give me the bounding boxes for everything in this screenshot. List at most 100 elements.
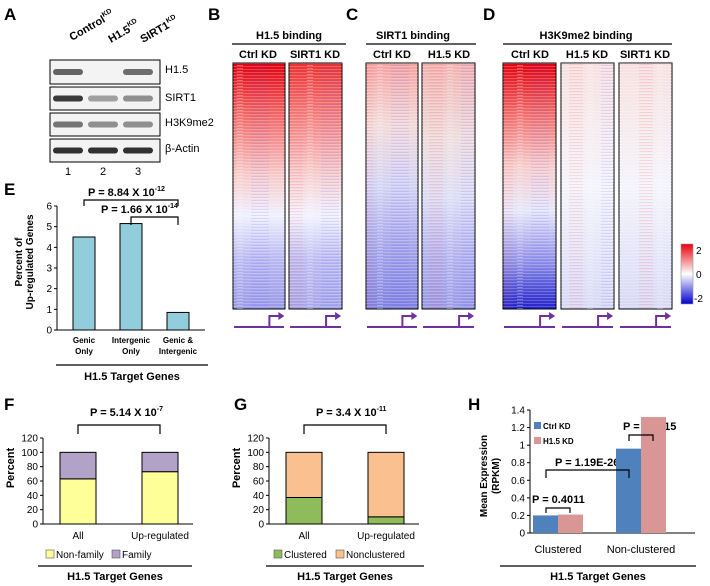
colorbar-tick-mid: 0 (696, 270, 702, 281)
bar-clustered-1 (285, 496, 323, 525)
heatmap-d-h15-texture (561, 63, 614, 309)
panel-letter-d: D (483, 5, 495, 24)
tss-arrow-stem (458, 315, 470, 327)
chart-g-xlabel: H1.5 Target Genes (297, 571, 393, 583)
legend-label-ctrl: Ctrl KD (543, 422, 571, 431)
bar-e-3 (166, 311, 190, 331)
x-tick-label: Up-regulated (357, 531, 415, 542)
bracket (303, 424, 387, 434)
y-tick-label: 120 (21, 434, 38, 445)
chart-f-plot: 0 20 40 60 80 100 120 All Up-regulated (21, 424, 193, 542)
y-tick-label: 20 (253, 505, 265, 516)
chart-g-plot: 0 20 40 60 80 100 120 All Up-regulated (247, 424, 419, 542)
lane-label-sirt1: SIRT1KD (138, 14, 180, 46)
heatmap-d-sirt1-texture (619, 63, 672, 309)
legend-swatch-family (111, 549, 121, 559)
chart-h-ylabel-1: Mean Expression (479, 435, 490, 517)
heatmap-c-title: SIRT1 binding (376, 30, 450, 42)
y-tick-label: 60 (27, 477, 39, 488)
lane-number-2: 2 (100, 166, 106, 178)
bar-clustered-2 (367, 516, 405, 525)
panel-letter-g: G (234, 395, 247, 414)
tss-arrow-stem (655, 315, 667, 327)
legend-label-clustered: Clustered (284, 550, 327, 561)
y-tick-label: 2 (46, 284, 52, 295)
legend-swatch-h15 (534, 437, 541, 444)
colorbar-tick-low: -2 (694, 294, 703, 305)
chart-g-ylabel: Percent (231, 447, 243, 488)
y-tick-label: 1.2 (511, 423, 525, 434)
blot-band (88, 121, 118, 128)
heatmap-c-col-2: H1.5 KD (428, 49, 470, 61)
y-tick-label: 40 (27, 491, 39, 502)
chart-e-ylabel-1: Percent of (14, 237, 25, 287)
heatmap-d: H3K9me2 binding Ctrl KD H1.5 KD SIRT1 KD (502, 30, 673, 310)
y-tick-label: 1 (519, 441, 525, 452)
heatmap-d-ctrl-texture (503, 63, 556, 309)
legend-label-family: Family (122, 550, 151, 561)
y-tick-label: 80 (27, 462, 39, 473)
band-label-h15: H1.5 (165, 64, 188, 76)
lane-number-1: 1 (65, 166, 71, 178)
heatmap-b-ctrl-texture (233, 63, 285, 309)
y-tick-label: 0 (519, 529, 525, 540)
chart-h-ylabel-2: (RPKM) (491, 458, 502, 494)
heatmap-b-col-2: SIRT1 KD (290, 49, 340, 61)
tss-arrows (234, 312, 672, 328)
y-tick-label: 6 (46, 202, 52, 213)
x-tick-label-e: Only (122, 347, 140, 356)
x-tick-label-e: Intergenic (112, 336, 151, 345)
chart-f-pvalue: P = 5.14 X 10-7 (90, 406, 163, 419)
chart-g: P = 3.4 X 10-11 Percent 0 20 40 60 80 100 120 A… (231, 406, 424, 583)
bar-h-h15-1 (558, 514, 583, 533)
legend-swatch-nonfamily (45, 549, 55, 559)
blot-band (123, 121, 153, 128)
y-tick-label: 0 (32, 520, 38, 531)
lane-label-h15: H1.5KD (106, 18, 141, 46)
tss-arrow-head (549, 312, 556, 320)
tss-arrow-stem (401, 315, 413, 327)
y-tick-label: 0.2 (511, 511, 525, 522)
panel-letter-f: F (4, 395, 14, 414)
y-tick-label: 1.4 (511, 406, 525, 417)
y-tick-label: 40 (253, 491, 265, 502)
tss-arrow-head (335, 312, 342, 320)
y-tick-label: 100 (247, 448, 264, 459)
x-tick-label: All (298, 531, 309, 542)
y-tick-label: 0.8 (511, 458, 525, 469)
y-tick-label: 60 (253, 477, 265, 488)
y-tick-label: 100 (21, 448, 38, 459)
heatmap-c: SIRT1 binding Ctrl KD H1.5 KD (365, 30, 476, 310)
chart-e-ylabel-2: Up-regulated Genes (25, 214, 36, 309)
chart-g-pvalue: P = 3.4 X 10-11 (316, 406, 386, 419)
heatmap-c-ctrl-texture (366, 63, 418, 309)
band-label-actin: β-Actin (165, 143, 199, 155)
panel-letter-c: C (346, 5, 358, 24)
blot-band (53, 69, 83, 75)
bar-h-ctrl-1 (533, 515, 558, 533)
y-tick-label: 4 (46, 243, 52, 254)
band-label-h3k9me2: H3K9me2 (165, 117, 214, 129)
x-tick-label-e: Genic & (163, 336, 193, 345)
y-tick-label: 0 (258, 520, 264, 531)
heatmap-d-title: H3K9me2 binding (540, 30, 633, 42)
bar-nonclustered-2 (367, 451, 405, 518)
bar-h-ctrl-2 (616, 448, 641, 533)
chart-e-xlabel: H1.5 Target Genes (84, 371, 180, 383)
bracket-h-2 (545, 469, 630, 478)
lane-number-3: 3 (135, 166, 141, 178)
legend-swatch-clustered (273, 549, 283, 559)
tss-arrow-head (468, 312, 475, 320)
chart-f-xlabel: H1.5 Target Genes (67, 571, 163, 583)
heatmap-d-col-3: SIRT1 KD (620, 49, 670, 61)
blot-band (88, 95, 118, 102)
heatmap-b-sirt1-texture (289, 63, 342, 309)
colorbar-gradient (680, 243, 694, 305)
y-tick-label: 1 (46, 305, 52, 316)
colorbar: 2 0 -2 (680, 243, 703, 305)
chart-h-pvalue-1: P = 0.4011 (532, 494, 585, 506)
y-tick-label: 20 (27, 505, 39, 516)
x-tick-label-e: Intergenic (159, 347, 198, 356)
heatmap-d-col-2: H1.5 KD (566, 49, 608, 61)
